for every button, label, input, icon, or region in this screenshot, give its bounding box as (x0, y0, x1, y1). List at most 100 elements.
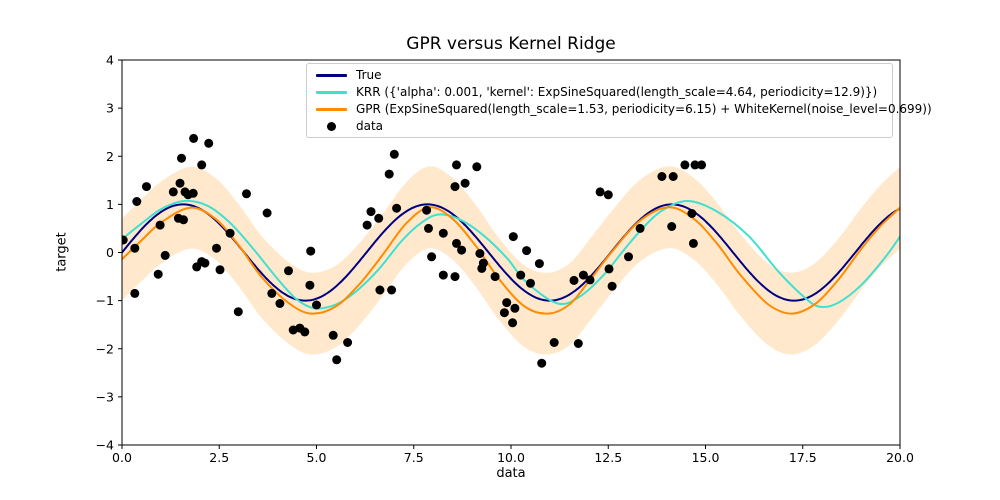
data-point (604, 264, 614, 274)
data-point (366, 207, 376, 217)
data-point (306, 246, 316, 256)
data-point (242, 189, 251, 199)
x-tick-label: 10.0 (497, 450, 525, 465)
data-point (478, 258, 488, 268)
data-point (188, 188, 198, 198)
data-point (142, 182, 151, 192)
data-point (179, 215, 188, 225)
data-point (690, 160, 700, 170)
data-point (472, 162, 482, 172)
data-point (343, 338, 353, 347)
data-point (667, 222, 677, 231)
y-tick-label: −2 (96, 341, 114, 356)
data-point (189, 133, 199, 143)
data-point (624, 252, 633, 262)
true-line-swatch (316, 73, 347, 77)
data-point (490, 272, 500, 282)
data-point (438, 228, 448, 238)
data-point (460, 178, 470, 188)
x-tick-label: 2.5 (209, 450, 229, 465)
x-axis-label: data (496, 466, 526, 481)
data-point (452, 160, 461, 170)
data-point (305, 280, 315, 290)
data-point (526, 278, 535, 288)
data-point (284, 266, 293, 276)
data-point (300, 327, 310, 337)
data-point (475, 249, 485, 258)
data-point (275, 299, 285, 308)
data-point (267, 288, 277, 298)
data-point (328, 330, 338, 340)
data-point (132, 197, 142, 206)
x-tick-label: 5.0 (307, 450, 327, 465)
y-tick-label: 1 (106, 197, 114, 212)
data-point (153, 269, 163, 279)
krr-line-swatch (316, 90, 347, 94)
legend-item-gpr: GPR (ExpSineSquared(length_scale=1.53, p… (316, 101, 932, 117)
x-tick-label: 0.0 (112, 450, 132, 465)
x-tick-label: 17.5 (789, 450, 817, 465)
legend-label-data: data (356, 119, 384, 133)
data-point (427, 252, 437, 262)
data-point (585, 275, 595, 285)
data-point (688, 238, 698, 248)
data-point (204, 138, 214, 148)
data-point (607, 281, 617, 291)
data-point (374, 213, 384, 223)
data-point (452, 238, 461, 248)
data-point (422, 205, 432, 215)
data-point (175, 178, 185, 188)
data-point (424, 223, 433, 233)
data-point (387, 285, 397, 295)
data-point (225, 228, 235, 238)
data-point (122, 235, 128, 245)
data-point (697, 160, 707, 170)
x-tick-label: 15.0 (692, 450, 720, 465)
data-point (438, 270, 448, 280)
data-point (534, 259, 544, 269)
y-tick-label: −1 (96, 293, 114, 308)
x-tick-label: 20.0 (886, 450, 914, 465)
data-point (635, 223, 645, 233)
data-point (130, 288, 140, 298)
data-point (450, 272, 460, 282)
x-tick-label: 7.5 (404, 450, 424, 465)
y-tick-label: −3 (96, 389, 114, 404)
data-point (457, 245, 467, 255)
data-point (392, 203, 402, 213)
data-point (578, 270, 588, 280)
legend-label-krr: KRR ({'alpha': 0.001, 'kernel': ExpSineS… (356, 85, 878, 99)
legend-item-data: data (316, 118, 886, 134)
data-point (595, 187, 605, 197)
data-point (499, 308, 509, 318)
data-point (168, 187, 178, 197)
data-point (502, 298, 512, 308)
x-tick-label: 12.5 (594, 450, 622, 465)
y-tick-label: 4 (106, 53, 114, 68)
y-tick-label: 3 (106, 101, 114, 116)
data-point (537, 358, 547, 368)
legend-label-gpr: GPR (ExpSineSquared(length_scale=1.53, p… (356, 102, 932, 116)
data-point (375, 285, 385, 295)
data-point (508, 232, 518, 242)
data-point (603, 190, 613, 200)
data-point (687, 209, 697, 218)
legend: True KRR ({'alpha': 0.001, 'kernel': Exp… (306, 63, 932, 138)
plot-area (122, 133, 900, 368)
data-dot-swatch (316, 121, 347, 131)
chart-title: GPR versus Kernel Ridge (406, 34, 616, 54)
data-point (522, 246, 532, 256)
data-point (197, 160, 207, 170)
y-tick-label: −4 (96, 438, 114, 453)
legend-label-true: True (356, 68, 382, 82)
data-point (680, 160, 690, 170)
y-axis-label: target (54, 232, 70, 272)
data-point (177, 153, 186, 163)
data-point (450, 182, 460, 192)
data-point (130, 243, 140, 253)
data-point (510, 303, 520, 313)
legend-item-true: True (316, 67, 886, 83)
data-point (569, 275, 579, 285)
